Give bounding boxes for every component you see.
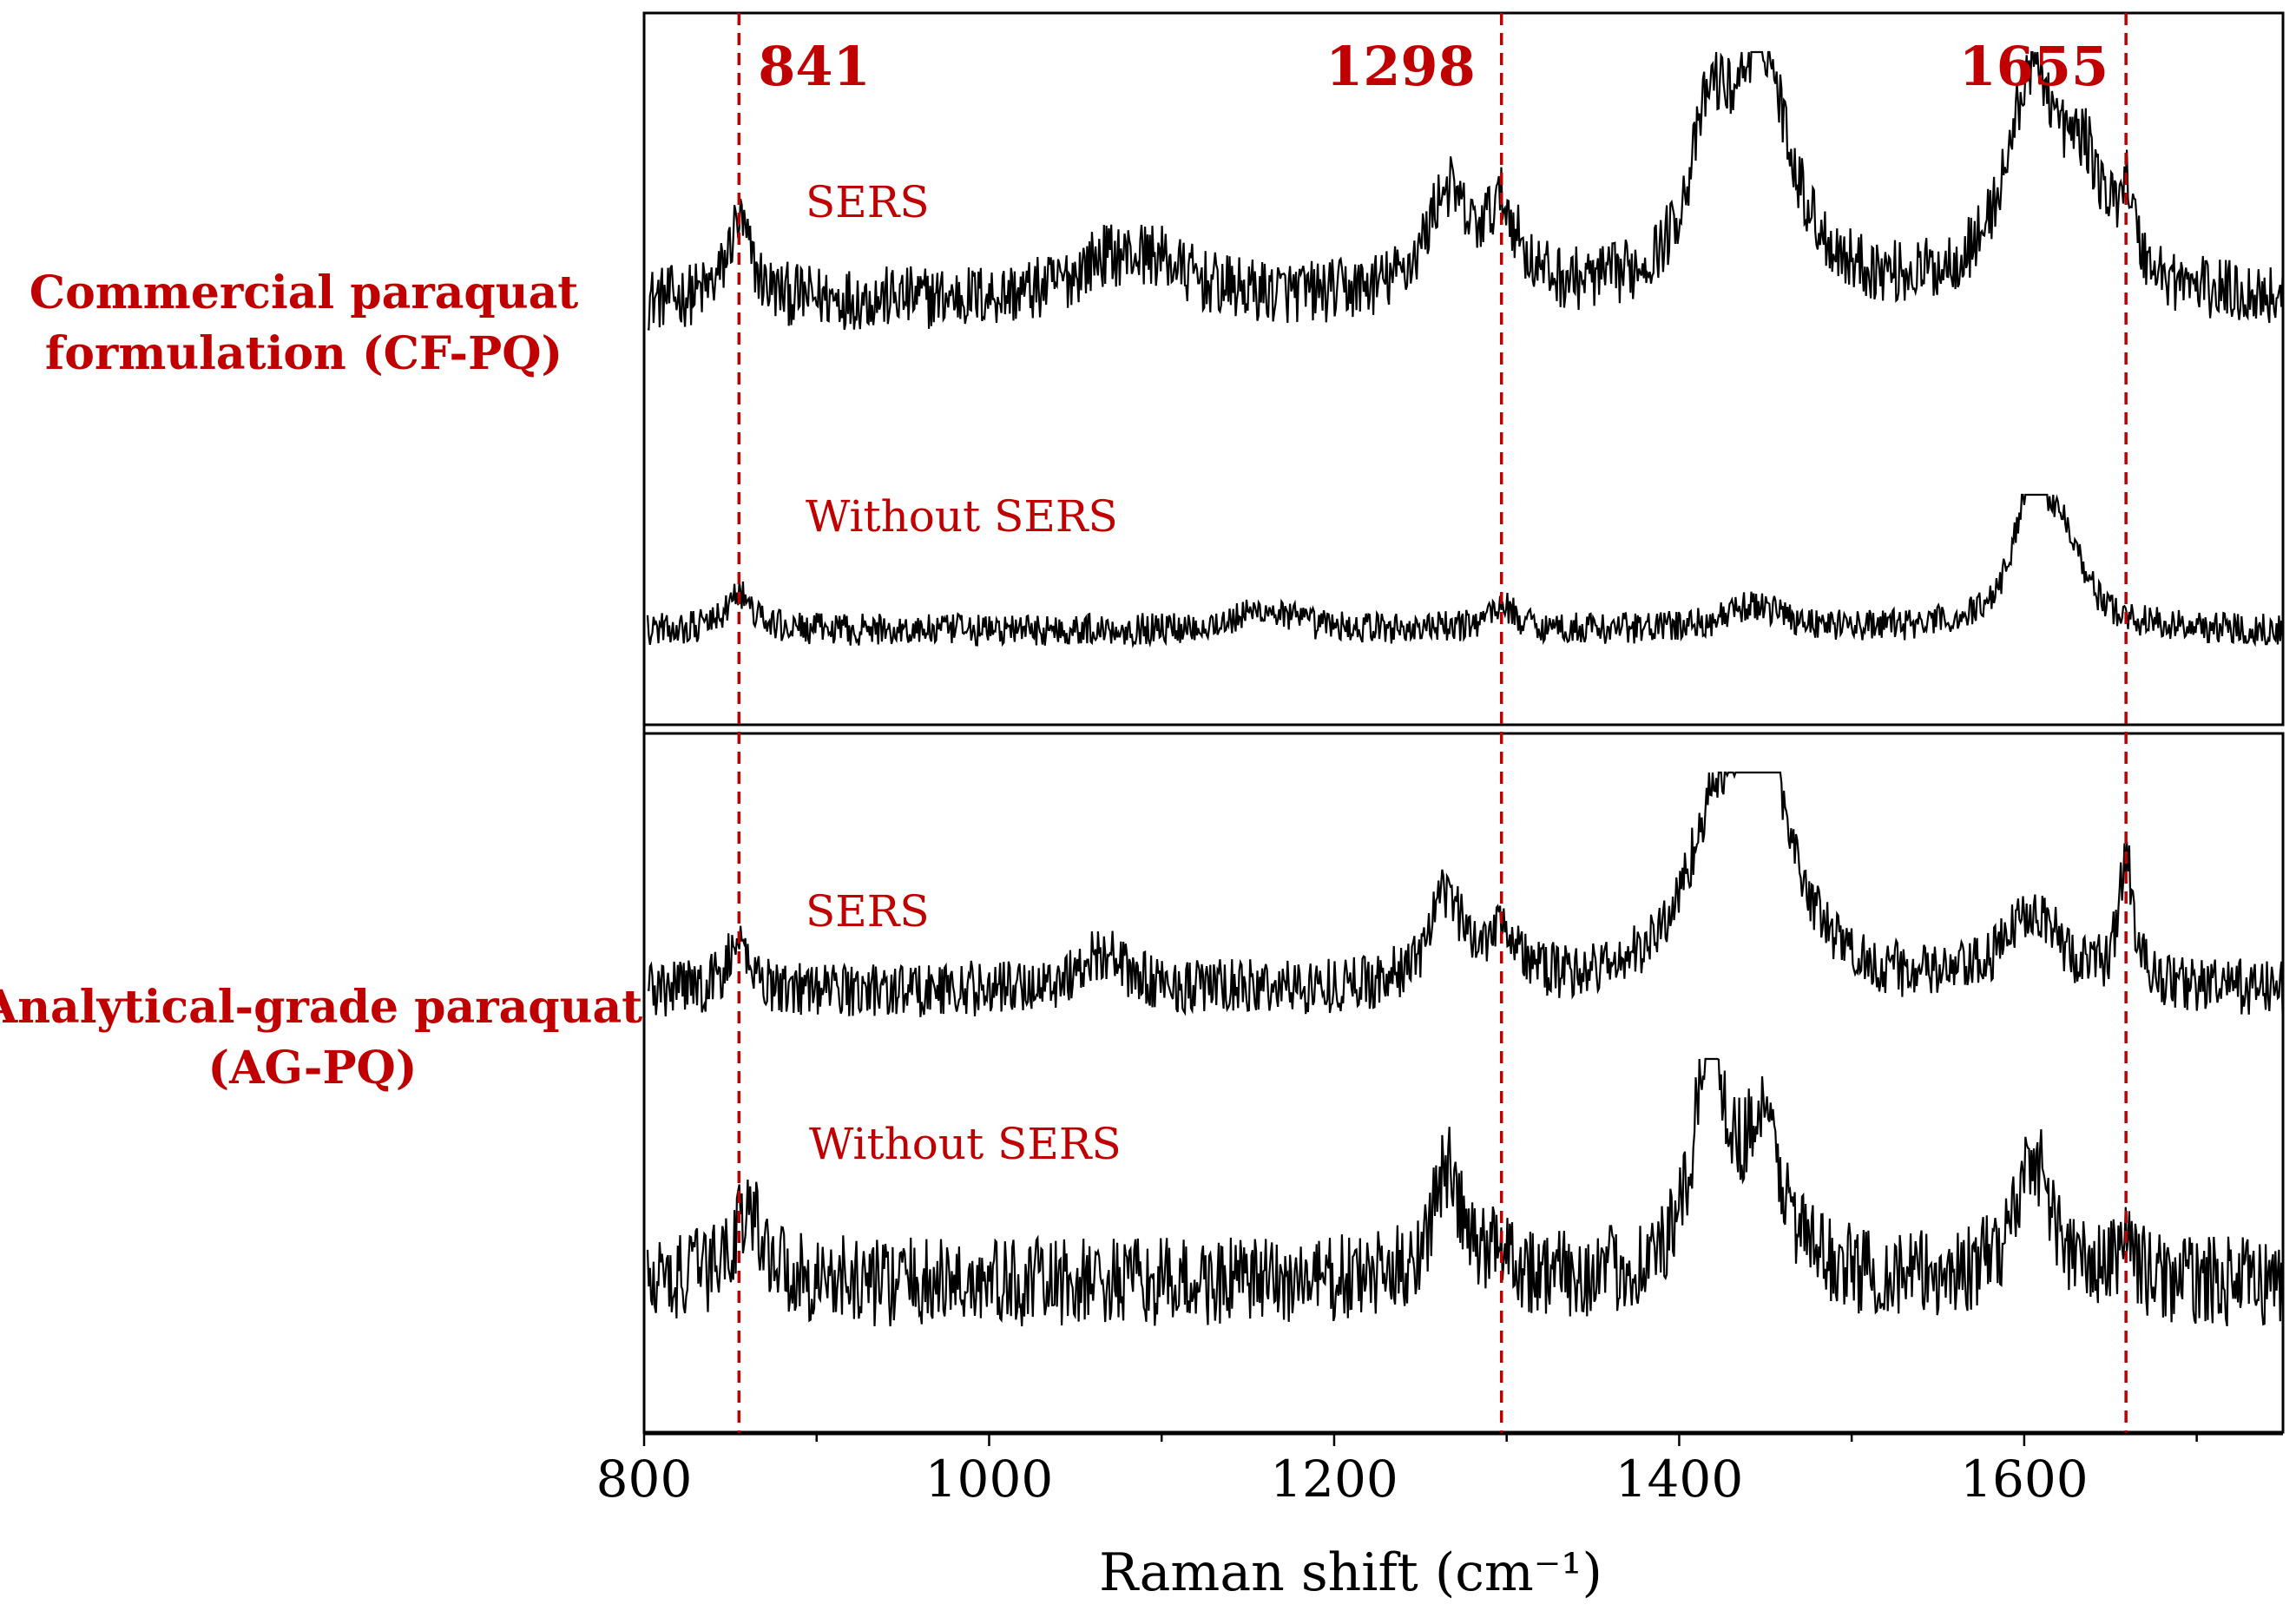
sample-label-ag-pq-line-2: (AG-PQ) [208,1042,418,1095]
series-label-cf-pq-without-sers: Without SERS [806,491,1118,542]
panel-frame-1 [642,11,2285,727]
sample-label-cf-pq-line-2: formulation (CF-PQ) [45,327,562,380]
x-tick-label-800: 800 [596,1450,693,1509]
x-tick-label-1200: 1200 [1270,1450,1398,1509]
spectrum-ag-pq-without-sers [646,1057,2284,1327]
annotation-labels: 841 1298 1655 SERS Without SERS Commercial pa… [0,35,2109,1169]
series-label-ag-pq-without-sers: Without SERS [809,1119,1122,1169]
spectrum-cf-pq-sers [647,50,2284,331]
sample-label-cf-pq-line-1: Commercial paraquat [30,266,579,319]
x-axis: 800 1000 1200 1400 1600 Raman shift (cm⁻¹) [596,725,2283,1603]
x-tick-label-1000: 1000 [925,1450,1054,1509]
x-axis-title: Raman shift (cm⁻¹) [1099,1542,1602,1603]
panel-frame-2 [642,732,2285,1434]
peak-label-1298: 1298 [1326,35,1476,98]
x-tick-label-1400: 1400 [1615,1450,1744,1509]
reference-lines [737,13,2128,1434]
x-tick-label-1600: 1600 [1960,1450,2089,1509]
spectrum-ag-pq-sers [647,771,2284,1017]
sample-label-ag-pq-line-1: Analytical-grade paraquat [0,981,642,1034]
spectrum-cf-pq-without-sers [646,493,2284,648]
series-label-ag-pq-sers: SERS [806,886,930,937]
peak-label-841: 841 [758,35,870,98]
spectrum-traces [646,50,2284,1327]
series-label-cf-pq-sers: SERS [806,177,930,227]
peak-label-1655: 1655 [1959,35,2109,98]
